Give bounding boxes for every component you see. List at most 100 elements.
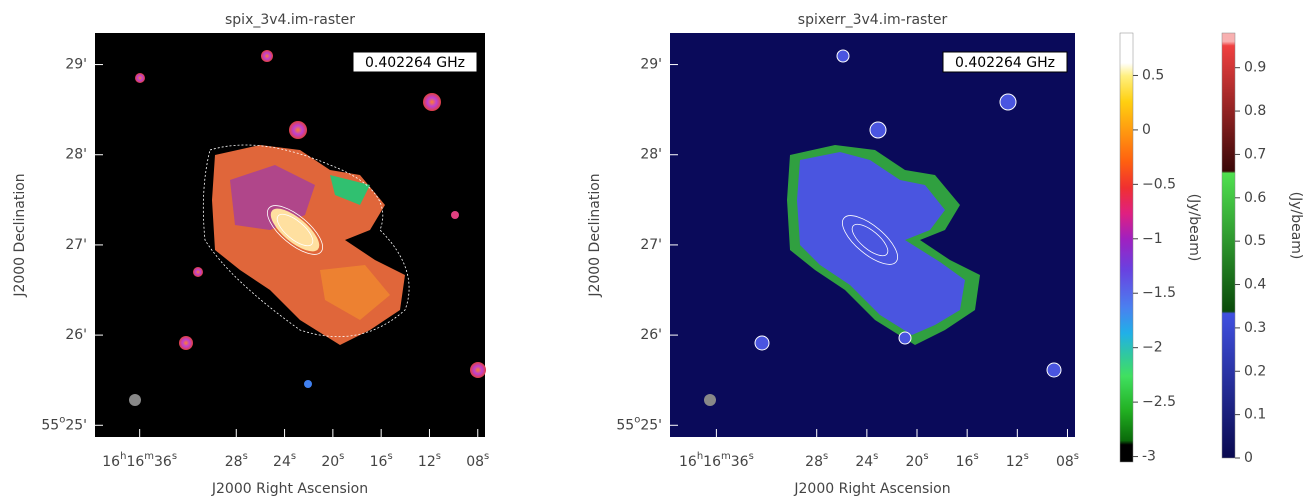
label-part: 28: [805, 454, 823, 470]
colorbar-tick-label: 0.3: [1244, 320, 1266, 336]
y-tick-label: 28': [640, 147, 662, 163]
x-tick-label: 20s: [321, 451, 344, 470]
image-left: [95, 33, 486, 437]
label-part: 24: [855, 454, 873, 470]
image-right: [670, 33, 1075, 437]
colorbar-tick-label: 0: [1244, 450, 1253, 466]
colorbar-tick-label: −1: [1142, 231, 1163, 247]
colorbar-tick-label: −1.5: [1142, 285, 1176, 301]
x-tick-label: 08s: [1056, 451, 1079, 470]
label-part: 28': [65, 147, 87, 163]
colorbar-tick-label: 0.9: [1244, 60, 1266, 76]
label-part: s: [172, 451, 177, 462]
x-tick-label: 24s: [855, 451, 878, 470]
panel-title: spix_3v4.im-raster: [225, 12, 355, 28]
label-part: 29': [640, 57, 662, 73]
y-axis-label: J2000 Declination: [12, 173, 28, 297]
label-part: 16: [679, 454, 697, 470]
label-part: s: [823, 451, 828, 462]
label-part: 28': [640, 147, 662, 163]
y-tick-label: 28': [65, 147, 87, 163]
label-part: s: [436, 451, 441, 462]
y-axis-label: J2000 Declination: [587, 173, 603, 297]
x-tick-label: 28s: [225, 451, 248, 470]
label-part: s: [1024, 451, 1029, 462]
label-part: 16: [102, 454, 120, 470]
colorbar-tick-label: 0.8: [1244, 103, 1266, 119]
label-part: s: [339, 451, 344, 462]
frequency-label: 0.402264 GHz: [955, 55, 1055, 71]
label-part: 16: [126, 454, 144, 470]
label-part: 28: [225, 454, 243, 470]
frequency-box: [352, 51, 478, 73]
label-part: 08: [466, 454, 484, 470]
label-part: 27': [65, 237, 87, 253]
panel-title: spixerr_3v4.im-raster: [798, 12, 948, 28]
x-tick-label: 16s: [370, 451, 393, 470]
frequency-label: 0.402264 GHz: [365, 55, 465, 71]
label-part: 27': [640, 237, 662, 253]
colorbar-tick-label: −2.5: [1142, 394, 1176, 410]
label-part: h: [120, 451, 126, 462]
label-part: s: [873, 451, 878, 462]
label-part: s: [243, 451, 248, 462]
label-part: o: [634, 414, 640, 425]
x-tick-label: 12s: [418, 451, 441, 470]
colorbar-tick-label: 0.5: [1142, 67, 1164, 83]
x-tick-label: 16h16m36s: [679, 451, 754, 470]
y-tick-label: 55o25': [616, 414, 662, 433]
x-tick-label: 20s: [905, 451, 928, 470]
y-tick-label: 55o25': [41, 414, 87, 433]
colorbar-label: (Jy/beam): [1186, 194, 1202, 262]
label-part: m: [721, 451, 731, 462]
colorbar-tick-label: 0.7: [1244, 146, 1266, 162]
label-part: 29': [65, 57, 87, 73]
colorbar-tick-label: −0.5: [1142, 176, 1176, 192]
y-tick-label: 27': [65, 237, 87, 253]
y-tick-label: 29': [640, 57, 662, 73]
colorbar-2: [1221, 32, 1236, 459]
colorbar-tick-label: 0.5: [1244, 233, 1266, 249]
label-part: 08: [1056, 454, 1074, 470]
colorbar-tick-label: -3: [1142, 449, 1156, 465]
label-part: 25': [640, 417, 662, 433]
frequency-box: [942, 51, 1068, 73]
y-tick-label: 27': [640, 237, 662, 253]
label-part: 55: [41, 417, 59, 433]
label-part: s: [291, 451, 296, 462]
colorbar-tick-label: −2: [1142, 340, 1163, 356]
label-part: s: [923, 451, 928, 462]
label-part: 20: [321, 454, 339, 470]
label-part: 16: [956, 454, 974, 470]
colorbar-tick-label: 0: [1142, 122, 1151, 138]
x-tick-label: 08s: [466, 451, 489, 470]
colorbar-tick-label: 0.2: [1244, 363, 1266, 379]
x-tick-label: 12s: [1006, 451, 1029, 470]
y-tick-label: 26': [65, 327, 87, 343]
label-part: o: [59, 414, 65, 425]
label-part: 36: [154, 454, 172, 470]
label-part: 24: [273, 454, 291, 470]
label-part: m: [144, 451, 154, 462]
label-part: h: [697, 451, 703, 462]
label-part: 55: [616, 417, 634, 433]
x-tick-label: 24s: [273, 451, 296, 470]
label-part: s: [387, 451, 392, 462]
label-part: 26': [65, 327, 87, 343]
x-tick-label: 28s: [805, 451, 828, 470]
label-part: 16: [703, 454, 721, 470]
label-part: 12: [1006, 454, 1024, 470]
label-part: 16: [370, 454, 388, 470]
label-part: 25': [65, 417, 87, 433]
x-axis-label: J2000 Right Ascension: [211, 481, 368, 497]
colorbar-tick-label: 0.6: [1244, 190, 1266, 206]
label-part: s: [749, 451, 754, 462]
colorbar-label: (Jy/beam): [1288, 192, 1304, 260]
label-part: 20: [905, 454, 923, 470]
label-part: 12: [418, 454, 436, 470]
colorbar-tick-label: 0.4: [1244, 277, 1266, 293]
y-tick-label: 26': [640, 327, 662, 343]
label-part: 26': [640, 327, 662, 343]
y-tick-label: 29': [65, 57, 87, 73]
